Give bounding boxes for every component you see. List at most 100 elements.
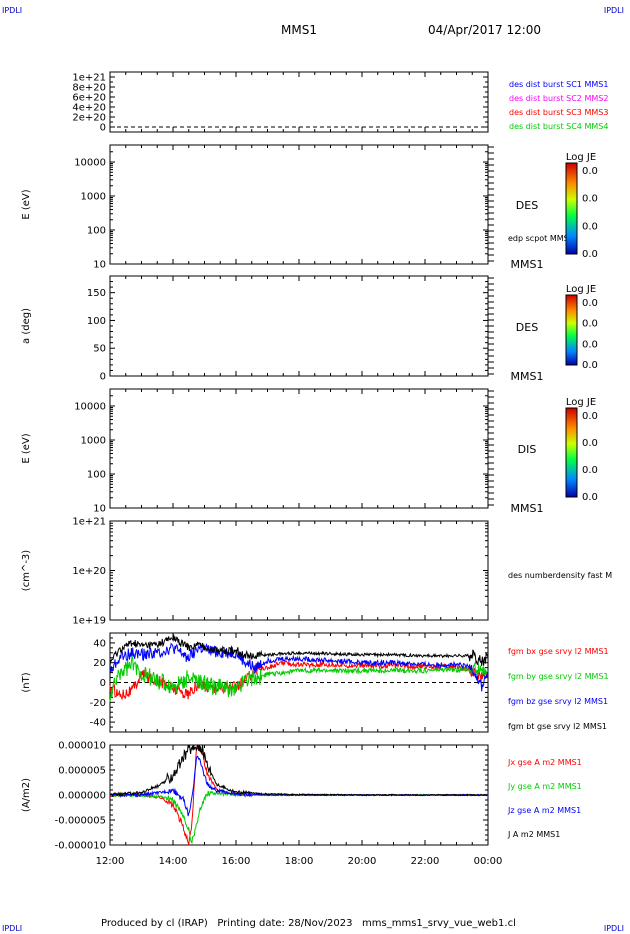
p2-scpot-label: edp scpot MMS1 (508, 234, 574, 243)
p7-ytick-label: 0.000000 (58, 791, 106, 802)
time-tick-label: 16:00 (222, 856, 251, 867)
p4-colorbar-tick: 0.0 (582, 465, 598, 476)
p2-ylabel: E (eV) (21, 189, 32, 219)
time-tick-label: 00:00 (474, 856, 503, 867)
p7-legend-entry: Jz gse A m2 MMS1 (507, 806, 581, 815)
p3-frame (109, 275, 489, 377)
p7-ytick-label: 0.000010 (58, 741, 106, 752)
date-time-title: 04/Apr/2017 12:00 (428, 23, 542, 37)
p7-series-line-1 (109, 790, 489, 845)
p7-series-line-2 (109, 755, 489, 817)
p3-ylabel: a (deg) (21, 308, 32, 344)
p3-ytick-label: 150 (87, 288, 106, 299)
corner-label-bottom-right: IPDLI (603, 924, 624, 933)
p2-ytick-label: 100 (87, 226, 106, 237)
p6-legend-entry: fgm bt gse srvy l2 MMS1 (508, 722, 607, 731)
p6-series-line-1 (109, 654, 489, 702)
time-tick-label: 18:00 (285, 856, 314, 867)
p2-colorbar-title: Log JE (566, 152, 596, 163)
time-tick-label: 14:00 (159, 856, 188, 867)
p1-frame (109, 71, 489, 133)
p1-legend-entry: des dist burst SC2 MMS2 (509, 94, 608, 103)
p4-ytick-label: 100 (87, 470, 106, 481)
p5-ylabel: (cm^-3) (21, 550, 32, 591)
p4-colorbar-title: Log JE (566, 397, 596, 408)
p7-ytick-label: -0.000005 (55, 816, 106, 827)
p1-ytick-label: 0 (100, 123, 106, 134)
p4-ytick-label: 10 (93, 504, 106, 515)
p3-bottom-right-label: MMS1 (511, 370, 544, 383)
p7-series-line-3 (109, 744, 489, 798)
p2-colorbar-tick: 0.0 (582, 249, 598, 260)
p7-legend-entry: J A m2 MMS1 (507, 830, 560, 839)
p2-colorbar-tick: 0.0 (582, 221, 598, 232)
p4-ylabel: E (eV) (21, 433, 32, 463)
p6-series-line-3 (109, 634, 489, 667)
p1-legend-entry: des dist burst SC1 MMS1 (509, 80, 608, 89)
p2-colorbar-tick: 0.0 (582, 194, 598, 205)
p3-ytick-label: 0 (100, 372, 106, 383)
p5-frame (109, 520, 489, 621)
p3-side-label: DES (516, 321, 538, 334)
p1-legend-entry: des dist burst SC4 MMS4 (509, 122, 608, 131)
p3-colorbar-tick: 0.0 (582, 360, 598, 371)
p1-ytick-label: 1e+21 (72, 73, 106, 84)
p6-legend-entry: fgm by gse srvy l2 MMS1 (508, 672, 609, 681)
p3-colorbar (565, 294, 578, 366)
p2-ytick-label: 10 (93, 260, 106, 271)
p4-ytick-label: 1000 (81, 436, 106, 447)
p6-ytick-label: 0 (100, 678, 106, 689)
p4-colorbar-tick: 0.0 (582, 411, 598, 422)
p7-ylabel: (A/m2) (21, 778, 32, 812)
corner-label-top-right: IPDLI (603, 6, 624, 15)
p5-ytick-label: 1e+21 (72, 517, 106, 528)
p3-colorbar-tick: 0.0 (582, 319, 598, 330)
p4-colorbar-tick: 0.0 (582, 438, 598, 449)
p3-colorbar-tick: 0.0 (582, 339, 598, 350)
p5-side-label: des numberdensity fast M (508, 571, 612, 580)
time-tick-label: 22:00 (411, 856, 440, 867)
p1-ytick-label: 6e+20 (72, 93, 106, 104)
p1-ytick-label: 2e+20 (72, 113, 106, 124)
corner-label-bottom-left: IPDLI (2, 924, 23, 933)
p6-ytick-label: -20 (90, 698, 106, 709)
p4-side-label: DIS (518, 443, 537, 456)
p4-ytick-label: 10000 (74, 402, 106, 413)
p4-colorbar-tick: 0.0 (582, 492, 598, 503)
p1-ytick-label: 4e+20 (72, 103, 106, 114)
footer-text: Produced by cl (IRAP) Printing date: 28/… (101, 918, 516, 929)
p6-ytick-label: 40 (93, 638, 106, 649)
p5-ytick-label: 1e+20 (72, 566, 106, 577)
p3-ytick-label: 100 (87, 316, 106, 327)
p7-legend-entry: Jx gse A m2 MMS1 (507, 758, 582, 767)
p6-legend-entry: fgm bx gse srvy l2 MMS1 (508, 647, 609, 656)
p4-bottom-right-label: MMS1 (511, 502, 544, 515)
p4-colorbar (565, 407, 578, 498)
spacecraft-title: MMS1 (281, 23, 317, 37)
p2-colorbar (565, 162, 578, 255)
p6-ylabel: (nT) (21, 672, 32, 692)
p2-ytick-label: 10000 (74, 158, 106, 169)
time-tick-label: 20:00 (348, 856, 377, 867)
p5-ytick-label: 1e+19 (72, 616, 106, 627)
p7-legend-entry: Jy gse A m2 MMS1 (507, 782, 582, 791)
p6-series-line-0 (109, 660, 489, 701)
p3-colorbar-title: Log JE (566, 284, 596, 295)
p1-ytick-label: 8e+20 (72, 83, 106, 94)
p3-colorbar-tick: 0.0 (582, 298, 598, 309)
p6-ytick-label: 20 (93, 658, 106, 669)
p1-legend-entry: des dist burst SC3 MMS3 (509, 108, 608, 117)
p2-ytick-label: 1000 (81, 192, 106, 203)
p6-ytick-label: -40 (90, 718, 106, 729)
p2-colorbar-tick: 0.0 (582, 166, 598, 177)
p2-side-label: DES (516, 199, 538, 212)
time-tick-label: 12:00 (96, 856, 125, 867)
p3-ytick-label: 50 (93, 344, 106, 355)
p7-ytick-label: -0.000010 (55, 841, 106, 852)
p2-bottom-right-label: MMS1 (511, 258, 544, 271)
p6-series-line-2 (109, 642, 489, 692)
p4-frame (109, 388, 489, 509)
p2-frame (109, 144, 489, 265)
